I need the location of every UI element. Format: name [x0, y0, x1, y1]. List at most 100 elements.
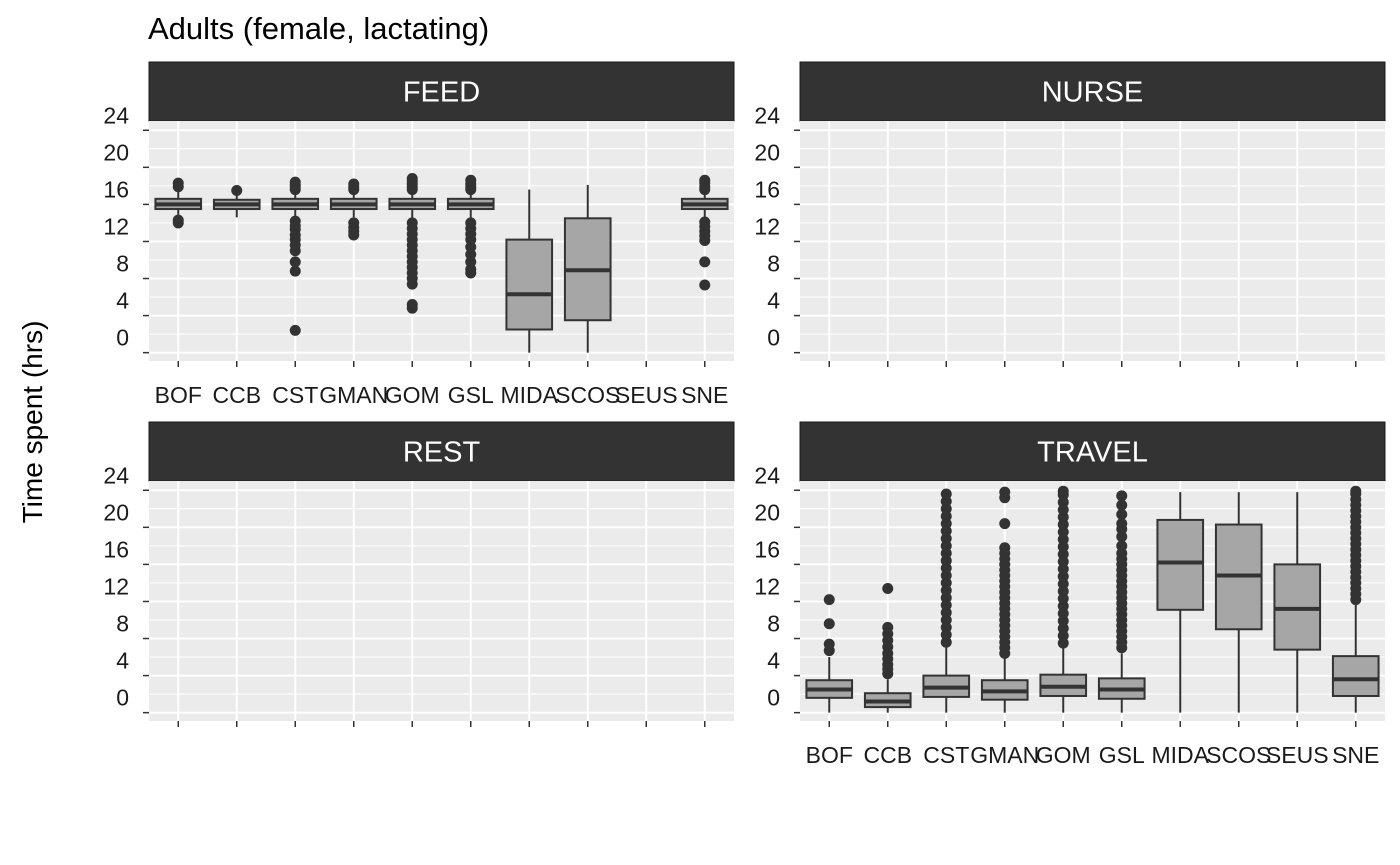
x-tick-label: CST [923, 742, 969, 768]
y-tick-label: 20 [754, 139, 780, 165]
box-travel-gom [1039, 485, 1088, 713]
outlier-point [289, 256, 301, 268]
outlier-point [823, 618, 835, 630]
outlier-point [289, 265, 301, 277]
outlier-point [882, 582, 894, 594]
y-tick-label: 0 [767, 685, 780, 711]
y-tick-label: 16 [754, 176, 780, 202]
outlier-point [699, 216, 711, 228]
y-tick-label: 0 [116, 325, 129, 351]
box-travel-bof [805, 594, 854, 713]
x-tick-label: BOF [155, 382, 202, 408]
y-tick-label: 4 [116, 288, 129, 314]
y-tick-label: 24 [754, 102, 780, 128]
outlier-point [699, 279, 711, 291]
y-tick-label: 8 [767, 611, 780, 637]
x-tick-label: SEUS [615, 382, 678, 408]
x-tick-label: GOM [1036, 742, 1091, 768]
facet-strip-feed [148, 61, 735, 122]
outlier-point [406, 172, 418, 184]
x-tick-label: SCOS [1206, 742, 1271, 768]
outlier-point [1116, 540, 1128, 552]
box-travel-gman [980, 486, 1029, 713]
box-travel-cst [922, 488, 971, 713]
x-tick-label: GSL [448, 382, 494, 408]
outlier-point [289, 176, 301, 188]
facet-label-rest: REST [403, 437, 481, 469]
x-tick-label: SNE [681, 382, 728, 408]
x-tick-label: GSL [1099, 742, 1145, 768]
x-tick-label: SNE [1332, 742, 1379, 768]
box-travel-mida [1156, 492, 1205, 713]
box-body [1331, 655, 1380, 697]
y-tick-label: 0 [116, 685, 129, 711]
box-feed-mida [505, 189, 554, 353]
x-tick-label: MIDA [1152, 742, 1210, 768]
facet-label-travel: TRAVEL [1037, 437, 1148, 469]
box-feed-cst [271, 176, 320, 336]
outlier-point [999, 542, 1011, 554]
outlier-point [348, 217, 360, 229]
outlier-point [231, 184, 243, 196]
outlier-point [999, 486, 1011, 498]
x-tick-label: BOF [806, 742, 853, 768]
x-tick-label: GMAN [319, 382, 388, 408]
x-tick-label: GMAN [970, 742, 1039, 768]
outlier-point [699, 256, 711, 268]
y-axis-title: Time spent (hrs) [17, 321, 48, 524]
y-tick-label: 4 [767, 648, 780, 674]
x-tick-label: CST [272, 382, 318, 408]
y-tick-label: 8 [116, 611, 129, 637]
box-travel-gsl [1097, 490, 1146, 713]
box-body [505, 238, 554, 331]
box-travel-ccb [863, 582, 912, 713]
box-travel-seus [1273, 492, 1322, 713]
y-tick-label: 24 [103, 102, 129, 128]
y-tick-label: 16 [103, 536, 129, 562]
box-body [1156, 518, 1205, 611]
facet-nurse: NURSE 0 4 8 12 16 20 24 [754, 61, 1386, 367]
outlier-point [882, 621, 894, 633]
box-feed-sne [680, 174, 729, 291]
x-tick-label: MIDA [501, 382, 559, 408]
y-tick-label: 4 [767, 288, 780, 314]
y-tick-label: 20 [103, 139, 129, 165]
box-feed-bof [154, 177, 203, 229]
outlier-point [940, 488, 952, 500]
y-tick-label: 16 [754, 536, 780, 562]
y-tick-label: 0 [767, 325, 780, 351]
box-travel-scos [1214, 492, 1263, 713]
y-tick-label: 16 [103, 176, 129, 202]
y-tick-label: 24 [103, 462, 129, 488]
facet-rest: REST 0 4 8 12 16 20 24 [103, 421, 735, 727]
outlier-point [1057, 485, 1069, 497]
outlier-point [289, 215, 301, 227]
y-tick-label: 4 [116, 648, 129, 674]
outlier-point [289, 324, 301, 336]
outlier-point [348, 178, 360, 190]
y-tick-label: 24 [754, 462, 780, 488]
facet-strip-travel [799, 421, 1386, 482]
y-tick-label: 20 [754, 499, 780, 525]
y-tick-label: 12 [754, 213, 780, 239]
box-feed-ccb [212, 184, 261, 218]
box-travel-sne [1331, 485, 1380, 713]
y-tick-label: 8 [116, 251, 129, 277]
outlier-point [1116, 518, 1128, 530]
facet-strip-rest [148, 421, 735, 482]
y-tick-label: 8 [767, 251, 780, 277]
x-tick-label: CCB [212, 382, 261, 408]
outlier-point [823, 638, 835, 650]
outlier-point [465, 217, 477, 229]
facet-label-nurse: NURSE [1042, 77, 1144, 109]
box-feed-gsl [446, 174, 495, 279]
outlier-point [823, 594, 835, 606]
x-tick-label: CCB [863, 742, 912, 768]
outlier-point [406, 217, 418, 229]
outlier-point [172, 177, 184, 189]
y-tick-label: 12 [103, 213, 129, 239]
outlier-point [699, 174, 711, 186]
facet-label-feed: FEED [403, 77, 480, 109]
